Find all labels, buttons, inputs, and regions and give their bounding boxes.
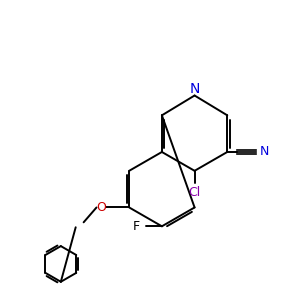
- Text: O: O: [97, 201, 106, 214]
- Text: N: N: [189, 82, 200, 96]
- Text: Cl: Cl: [188, 186, 201, 199]
- Text: N: N: [260, 146, 269, 158]
- Text: F: F: [133, 220, 140, 233]
